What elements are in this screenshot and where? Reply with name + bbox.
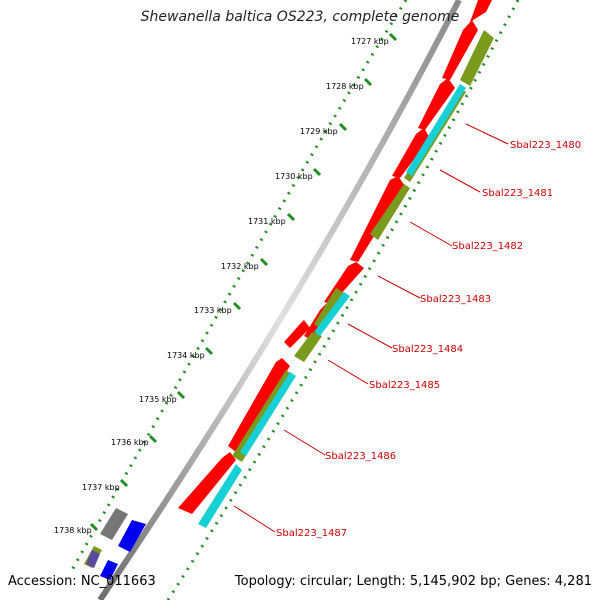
gene-label[interactable]: Sbal223_1480 (510, 140, 581, 151)
inner-ring (166, 0, 520, 601)
tick-label: 1730 kbp (275, 172, 313, 181)
gene-feature[interactable] (294, 332, 322, 362)
gene-feature[interactable] (442, 20, 478, 80)
tick-label: 1734 kbp (167, 351, 205, 360)
tick-label: 1738 kbp (54, 526, 92, 535)
gene-feature[interactable] (314, 288, 346, 330)
gene-label[interactable]: Sbal223_1483 (420, 294, 491, 305)
tick-label: 1735 kbp (139, 395, 177, 404)
other-features (86, 508, 146, 580)
tick-marks (89, 32, 398, 532)
gene-feature[interactable] (470, 0, 492, 22)
gene-feature[interactable] (418, 78, 455, 130)
tick-label: 1728 kbp (326, 82, 364, 91)
gene-feature[interactable] (240, 372, 296, 456)
cyan-track (198, 84, 466, 528)
tick-label: 1729 kbp (300, 127, 338, 136)
gene-label[interactable]: Sbal223_1486 (325, 451, 396, 462)
gene-feature[interactable] (100, 508, 128, 540)
gene-label[interactable]: Sbal223_1481 (482, 188, 553, 199)
tick-label: 1736 kbp (111, 438, 149, 447)
gene-feature[interactable] (392, 128, 430, 178)
gene-label[interactable]: Sbal223_1485 (369, 380, 440, 391)
tick-label: 1731 kbp (248, 217, 286, 226)
cds-track (178, 0, 492, 514)
gene-feature[interactable] (314, 292, 350, 336)
gene-feature[interactable] (228, 358, 290, 452)
leader-lines (233, 123, 509, 533)
tick-label: 1733 kbp (194, 306, 232, 315)
gene-feature[interactable] (406, 84, 466, 176)
gene-feature[interactable] (178, 452, 236, 514)
genome-summary: Topology: circular; Length: 5,145,902 bp… (234, 574, 592, 589)
gene-feature[interactable] (284, 320, 310, 348)
tick-label: 1727 kbp (351, 37, 389, 46)
accession-text: Accession: NC_011663 (8, 574, 156, 589)
genome-backbone (97, 0, 462, 602)
gene-feature[interactable] (198, 464, 242, 528)
gene-label[interactable]: Sbal223_1487 (276, 528, 347, 539)
gene-feature[interactable] (460, 30, 494, 86)
gene-feature[interactable] (118, 520, 146, 552)
gene-label[interactable]: Sbal223_1484 (392, 344, 463, 355)
gene-feature[interactable] (370, 184, 410, 240)
genome-title: Shewanella baltica OS223, complete genom… (140, 9, 460, 25)
gene-feature[interactable] (350, 176, 405, 262)
gene-feature[interactable] (86, 550, 100, 568)
tick-label: 1732 kbp (221, 262, 259, 271)
gene-feature[interactable] (100, 560, 118, 580)
gene-label[interactable]: Sbal223_1482 (452, 241, 523, 252)
tick-label: 1737 kbp (82, 483, 120, 492)
